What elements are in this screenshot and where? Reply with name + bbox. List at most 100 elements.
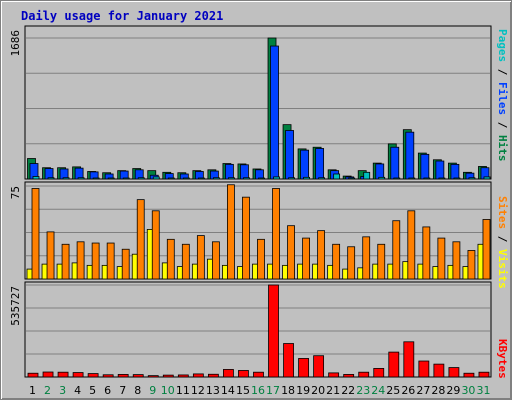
pages-bar-day-20 <box>318 177 326 180</box>
sites-bar-day-18 <box>287 225 295 280</box>
sites-bar-day-23 <box>362 236 371 280</box>
legend-item-pages: Pages <box>496 29 509 62</box>
legend-item-visits: Visits <box>496 249 509 289</box>
day-label-11: 11 <box>176 384 190 397</box>
sites-bar-day-5 <box>91 242 100 280</box>
day-label-9: 9 <box>149 384 156 397</box>
files-bar-day-27 <box>420 153 430 180</box>
day-label-16: 16 <box>251 384 265 397</box>
pages-bar-day-4 <box>77 177 85 180</box>
pages-bar-day-19 <box>303 176 310 180</box>
sites-bar-day-21 <box>332 243 341 280</box>
kbytes-bar-day-11 <box>177 374 189 378</box>
files-bar-day-26 <box>405 131 415 180</box>
kbytes-bar-day-15 <box>238 370 249 378</box>
chart-title: Daily usage for January 2021 <box>21 9 223 23</box>
day-label-29: 29 <box>446 384 460 397</box>
sites-bar-day-7 <box>121 248 130 280</box>
pages-bar-day-28 <box>438 177 446 180</box>
legend-top: Pages / Files / Hits <box>496 29 509 162</box>
kbytes-bar-day-8 <box>132 374 144 378</box>
kbytes-bar-day-21 <box>328 372 340 378</box>
right-legends: Pages / Files / Hits Sites / Visits KBytes <box>496 29 509 379</box>
legend-middle: Sites / Visits <box>496 196 509 289</box>
sites-bar-day-1 <box>31 188 40 280</box>
sites-bar-day-19 <box>302 237 310 280</box>
pages-bar-day-21 <box>333 173 341 180</box>
hits-files-pages-panel: 1686 <box>9 25 492 180</box>
sites-bar-day-27 <box>422 226 431 280</box>
sites-bar-day-6 <box>106 242 115 280</box>
pages-bar-day-3 <box>62 177 70 180</box>
sites-bar-day-10 <box>166 238 175 280</box>
pages-bar-day-8 <box>137 177 145 180</box>
legend-item-hits: Hits <box>496 135 509 162</box>
files-bar-day-29 <box>450 163 460 180</box>
kbytes-bar-day-28 <box>433 363 445 378</box>
sites-bar-day-29 <box>452 241 461 280</box>
day-label-10: 10 <box>161 384 175 397</box>
pages-bar-day-25 <box>393 177 401 180</box>
kbytes-bar-day-27 <box>418 360 430 378</box>
sites-bar-day-30 <box>467 250 476 280</box>
sites-bar-day-24 <box>377 243 386 280</box>
kbytes-bar-day-12 <box>192 373 204 378</box>
day-label-27: 27 <box>416 384 430 397</box>
pages-bar-day-23 <box>363 171 371 180</box>
day-label-2: 2 <box>44 384 51 397</box>
day-label-12: 12 <box>191 384 205 397</box>
sites-bar-day-28 <box>437 237 446 280</box>
day-label-19: 19 <box>296 384 310 397</box>
files-bar-day-14 <box>225 163 234 180</box>
sites-bar-day-16 <box>257 238 265 280</box>
kbytes-bar-day-31 <box>478 371 490 378</box>
files-bar-day-15 <box>240 164 249 180</box>
day-label-28: 28 <box>431 384 445 397</box>
pages-bar-day-1 <box>32 176 40 180</box>
sites-bar-day-20 <box>317 230 326 280</box>
day-label-25: 25 <box>386 384 400 397</box>
day-label-5: 5 <box>89 384 96 397</box>
pages-bar-day-18 <box>288 177 295 180</box>
day-label-1: 1 <box>29 384 36 397</box>
y-axis-max-label: 535727 <box>9 286 22 326</box>
files-bar-day-18 <box>285 130 294 180</box>
files-bar-day-17 <box>270 45 279 180</box>
day-label-26: 26 <box>401 384 415 397</box>
pages-bar-day-14 <box>228 177 235 180</box>
kbytes-bar-day-2 <box>42 371 54 378</box>
pages-bar-day-29 <box>453 177 461 180</box>
legend-item-kbytes: KBytes <box>496 339 509 379</box>
day-label-23: 23 <box>356 384 370 397</box>
pages-bar-day-15 <box>243 177 250 180</box>
sites-bar-day-9 <box>151 210 160 280</box>
sites-bar-day-17 <box>272 188 280 280</box>
kbytes-bar-day-17 <box>268 284 279 378</box>
day-label-31: 31 <box>476 384 490 397</box>
legend-item-sites: Sites <box>496 196 509 229</box>
kbytes-bar-day-7 <box>117 374 129 378</box>
kbytes-bar-day-24 <box>373 368 385 378</box>
kbytes-bar-day-1 <box>27 372 39 378</box>
files-bar-day-20 <box>315 148 325 180</box>
sites-visits-panel: 75 <box>9 181 492 280</box>
pages-bar-day-7 <box>122 177 130 180</box>
files-bar-day-24 <box>375 163 385 180</box>
pages-bar-day-13 <box>212 177 220 180</box>
day-label-18: 18 <box>281 384 295 397</box>
day-label-6: 6 <box>104 384 111 397</box>
legend-item-files: Files <box>496 82 509 115</box>
kbytes-bar-day-14 <box>223 369 234 378</box>
sites-bar-day-13 <box>211 241 220 280</box>
y-axis-max-label: 75 <box>9 186 22 199</box>
kbytes-bar-day-3 <box>57 371 69 378</box>
kbytes-bar-day-10 <box>162 374 174 378</box>
sites-bar-day-22 <box>347 246 356 280</box>
kbytes-bar-day-18 <box>283 343 294 378</box>
sites-bar-day-4 <box>76 241 85 280</box>
pages-bar-day-2 <box>47 177 55 180</box>
sites-bar-day-2 <box>46 231 55 280</box>
day-label-8: 8 <box>134 384 141 397</box>
kbytes-bar-day-25 <box>388 351 400 378</box>
